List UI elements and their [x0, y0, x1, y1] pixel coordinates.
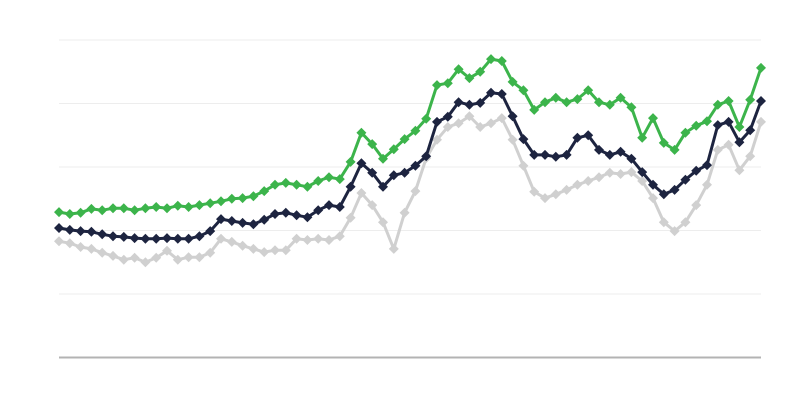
- navy-series-line: [57, 91, 763, 241]
- green-series-line: [57, 57, 763, 216]
- navy-series-markers: [54, 87, 766, 244]
